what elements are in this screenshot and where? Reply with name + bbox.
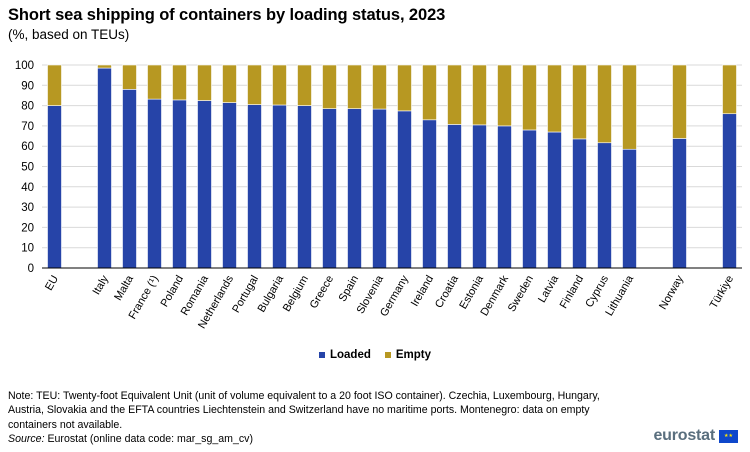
- legend-label-loaded: Loaded: [329, 349, 371, 361]
- bar-empty: [147, 64, 162, 100]
- bar-loaded: [622, 148, 637, 269]
- bar-empty: [372, 64, 387, 110]
- bar-empty: [222, 64, 237, 103]
- legend: Loaded Empty: [0, 349, 750, 361]
- bar-loaded: [197, 100, 212, 269]
- y-tick-label: 10: [21, 243, 34, 255]
- y-tick-label: 50: [21, 162, 34, 174]
- y-tick-label: 90: [21, 80, 34, 92]
- bar-loaded: [272, 104, 287, 269]
- bar-loaded: [547, 131, 562, 269]
- chart-note: Note: TEU: Twenty-foot Equivalent Unit (…: [8, 390, 600, 431]
- bar-loaded: [222, 102, 237, 269]
- x-tick-label: Latvia: [536, 273, 562, 305]
- x-tick-label: Norway: [657, 273, 686, 312]
- bar-empty: [497, 64, 512, 127]
- y-tick-label: 70: [21, 121, 34, 133]
- chart-subtitle: (%, based on TEUs): [8, 27, 130, 42]
- bars: [47, 64, 737, 269]
- gridlines: [42, 64, 742, 249]
- bar-empty: [47, 64, 62, 106]
- y-tick-label: 40: [21, 182, 34, 194]
- bar-empty: [672, 64, 687, 139]
- bar-empty: [422, 64, 437, 121]
- bar-loaded: [522, 129, 537, 269]
- eurostat-logo: eurostat ★★: [653, 427, 738, 445]
- bar-loaded: [322, 108, 337, 269]
- bar-loaded: [347, 108, 362, 269]
- chart-source: Source: Eurostat (online data code: mar_…: [8, 433, 253, 445]
- bar-empty: [122, 64, 137, 90]
- bar-empty: [522, 64, 537, 131]
- x-tick-label: Italy: [91, 273, 112, 297]
- bar-loaded: [147, 98, 162, 269]
- legend-label-empty: Empty: [395, 349, 432, 361]
- legend-swatch-loaded: [318, 352, 325, 358]
- x-tick-label: Poland: [159, 274, 187, 310]
- bar-loaded: [372, 108, 387, 269]
- legend-swatch-empty: [384, 352, 391, 358]
- bar-empty: [572, 64, 587, 140]
- x-tick-label: Malta: [112, 273, 136, 303]
- x-tick-label: Spain: [337, 274, 361, 304]
- bar-empty: [397, 64, 412, 112]
- logo-text: eurostat: [653, 427, 715, 444]
- bar-empty: [622, 64, 637, 150]
- y-tick-label: 80: [21, 101, 34, 113]
- bar-loaded: [422, 119, 437, 269]
- bar-empty: [472, 64, 487, 126]
- bar-loaded: [722, 113, 737, 269]
- legend-item-empty: Empty: [384, 349, 432, 361]
- bar-empty: [322, 64, 337, 109]
- bar-loaded: [397, 110, 412, 269]
- bar-loaded: [447, 124, 462, 269]
- bar-empty: [197, 64, 212, 101]
- bar-empty: [722, 64, 737, 115]
- source-text: Eurostat (online data code: mar_sg_am_cv…: [47, 433, 253, 445]
- x-tick-label: Finland: [558, 274, 586, 311]
- x-tick-label: EU: [43, 273, 61, 292]
- bar-loaded: [472, 124, 487, 269]
- bar-loaded: [497, 125, 512, 269]
- eu-flag-icon: ★★: [719, 429, 738, 443]
- x-tick-label: Türkiye: [708, 274, 736, 311]
- bar-loaded: [47, 105, 62, 269]
- bar-loaded: [172, 99, 187, 269]
- bar-loaded: [122, 89, 137, 269]
- bar-empty: [447, 64, 462, 125]
- y-tick-label: 60: [21, 141, 34, 153]
- x-tick-label: Ireland: [409, 274, 436, 309]
- y-tick-label: 30: [21, 202, 34, 214]
- bar-loaded: [672, 138, 687, 269]
- bar-loaded: [597, 142, 612, 269]
- bar-empty: [597, 64, 612, 144]
- bar-empty: [347, 64, 362, 109]
- bar-empty: [97, 64, 112, 69]
- legend-item-loaded: Loaded: [318, 349, 371, 361]
- bar-loaded: [297, 105, 312, 269]
- x-tick-label: Greece: [308, 274, 336, 311]
- chart-title: Short sea shipping of containers by load…: [8, 6, 446, 24]
- bar-loaded: [572, 138, 587, 269]
- bar-loaded: [97, 67, 112, 269]
- y-tick-label: 0: [28, 263, 34, 275]
- bar-empty: [172, 64, 187, 101]
- bar-empty: [547, 64, 562, 133]
- bar-loaded: [247, 104, 262, 269]
- bar-empty: [272, 64, 287, 106]
- y-tick-label: 100: [15, 60, 34, 72]
- bar-empty: [247, 64, 262, 105]
- source-label: Source:: [8, 433, 45, 445]
- y-tick-label: 20: [21, 222, 34, 234]
- bar-empty: [297, 64, 312, 106]
